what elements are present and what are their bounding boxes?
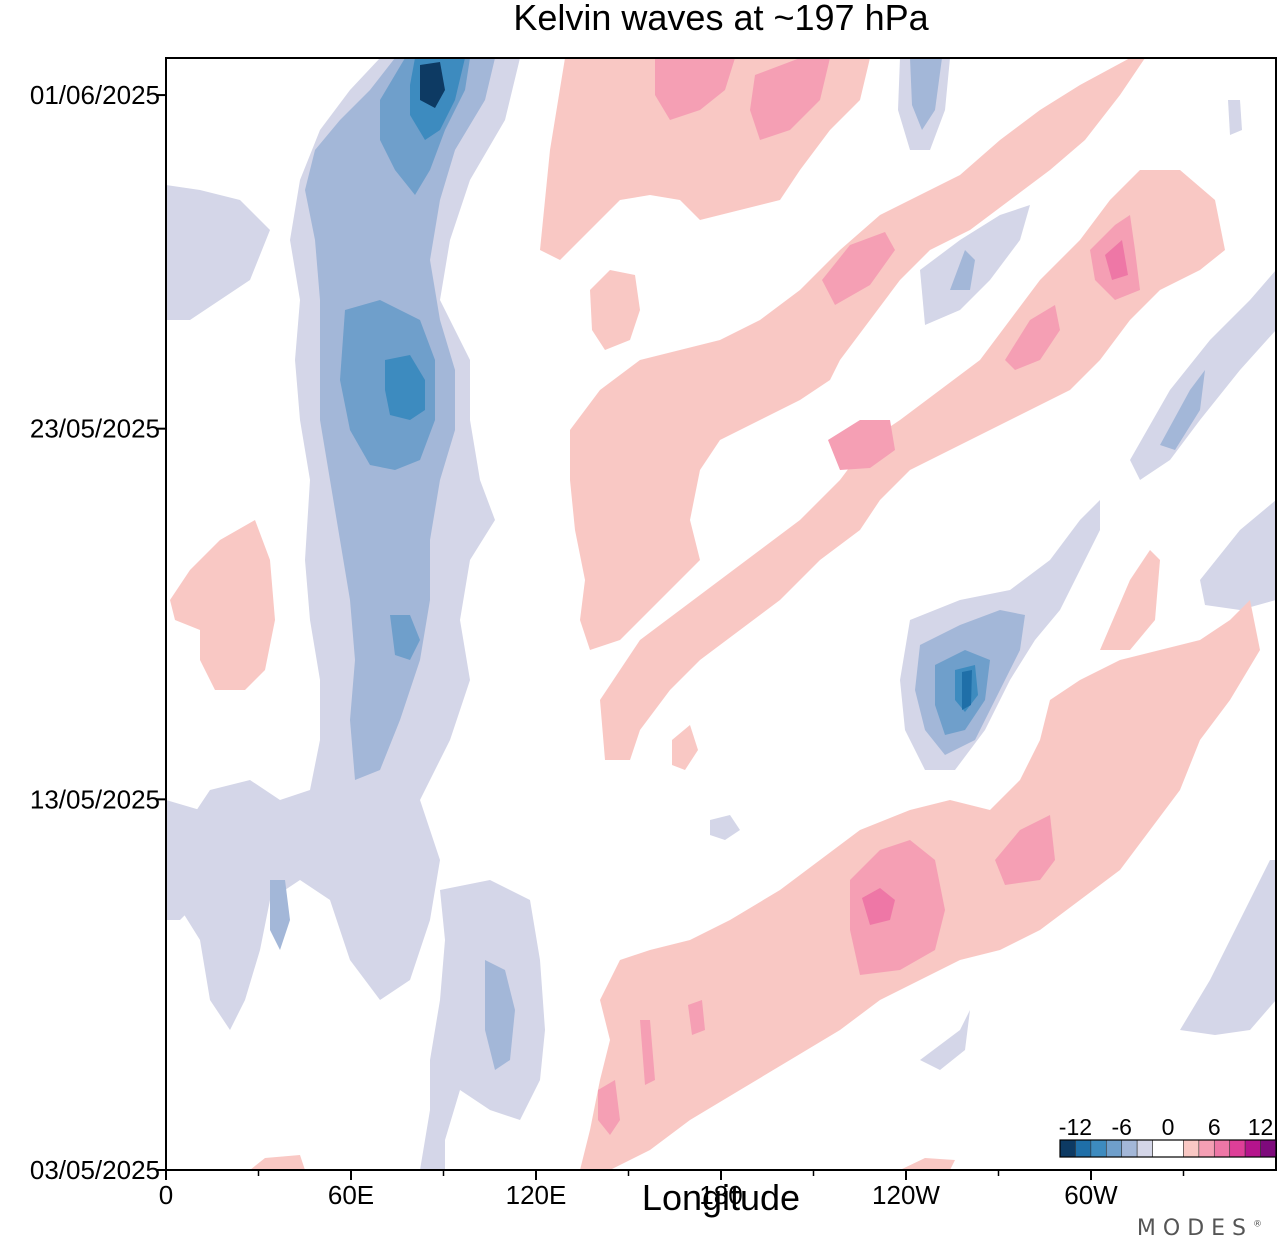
y-tick-label: 13/05/2025 (30, 784, 160, 814)
anomaly-field (166, 58, 1276, 1170)
x-tick-label: 60W (1064, 1180, 1118, 1210)
contour-neg-streak-a-mid (950, 250, 975, 290)
contour-neg-streak-a (920, 205, 1030, 325)
contour-neg-east-core (962, 670, 972, 710)
contour-pos-small-c (250, 1155, 305, 1170)
contour-neg-outer-lower (420, 880, 545, 1170)
contour-pos-band-diag2 (600, 170, 1225, 760)
colorbar-tick-label: 12 (1248, 1114, 1274, 1140)
contour-pos-band-diag1 (570, 58, 1145, 650)
contour-neg-streak-c (1200, 500, 1276, 610)
contour-neg-outer-lower2 (166, 800, 210, 920)
contour-pos-pink-lower2 (995, 815, 1055, 885)
y-tick-label: 01/06/2025 (30, 80, 160, 110)
contour-pos-deep-upper (1105, 240, 1128, 280)
colorbar-swatch (1229, 1139, 1246, 1158)
y-axis: 03/05/2025 13/05/2025 23/05/2025 01/06/2025 (30, 80, 166, 1185)
contour-pos-pink-upper2 (750, 58, 830, 140)
colorbar-swatch (1121, 1139, 1138, 1158)
contour-neg-mid-lower (485, 960, 515, 1070)
colorbar-swatch (1059, 1139, 1076, 1158)
contour-neg-outer-westedge (166, 185, 270, 320)
colorbar-tick-label: 0 (1162, 1114, 1175, 1140)
contour-pos-pink-upper (655, 58, 735, 120)
x-tick-label: 120W (872, 1180, 940, 1210)
colorbar-swatch (1213, 1139, 1231, 1158)
colorbar-swatch (1183, 1139, 1200, 1158)
colorbar-tick-label: -12 (1059, 1114, 1092, 1140)
x-tick-label: 180 (699, 1180, 742, 1210)
contour-pos-right-blob (1100, 550, 1160, 650)
colorbar-swatch (1136, 1139, 1153, 1158)
colorbar-swatch (1198, 1139, 1215, 1158)
contour-neg-streak-b-mid (1160, 370, 1205, 450)
colorbar-swatch (1075, 1139, 1092, 1158)
colorbar-swatch (1090, 1139, 1107, 1158)
colorbar-swatch (1244, 1139, 1261, 1158)
contour-neg-mid-small (270, 880, 290, 950)
contour-pos-pink-diag1b (828, 420, 895, 470)
y-tick-label: 03/05/2025 (30, 1155, 160, 1185)
contour-pos-deep-lower (862, 888, 895, 925)
contour-neg-streak-d (1180, 860, 1276, 1035)
colorbar-swatch (1105, 1139, 1123, 1158)
x-axis: 0 60E 120E 180 120W 60W (159, 1170, 1185, 1210)
contour-pos-pink-lower5 (688, 1000, 705, 1035)
contour-pos-pink-lower4 (640, 1020, 655, 1085)
colorbar-tick-label: 6 (1208, 1114, 1221, 1140)
contour-pos-small-b (672, 725, 698, 770)
colorbar: -12 -6 0 6 12 (1059, 1114, 1277, 1158)
brand-logo: MODES® (1136, 1216, 1262, 1241)
contour-pos-small-d (900, 1158, 955, 1170)
contour-neg-rightcol (1228, 100, 1242, 135)
contour-neg-blob-f (710, 815, 740, 840)
colorbar-swatch (1260, 1139, 1277, 1158)
colorbar-frame (1059, 1139, 1277, 1158)
x-tick-label: 0 (159, 1180, 173, 1210)
contour-pos-left-blob (170, 520, 275, 690)
colorbar-swatch (1152, 1139, 1184, 1158)
colorbar-tick-label: -6 (1111, 1114, 1131, 1140)
contour-neg-dark-mid (385, 355, 425, 420)
contour-neg-darkest-upper (420, 62, 445, 108)
contour-pos-pink-lower (850, 840, 945, 975)
contour-neg-blue-small (390, 615, 420, 660)
contour-pos-pink-lower3 (598, 1080, 620, 1135)
contour-pos-small-a (590, 270, 640, 350)
x-tick-label: 120E (506, 1180, 567, 1210)
chart-title: Kelvin waves at ~197 hPa (513, 0, 929, 38)
x-axis-label: Longitude (642, 1177, 800, 1218)
contour-neg-topright-mid (910, 58, 942, 130)
contour-pos-pink-diag1 (822, 232, 895, 305)
y-tick-label: 23/05/2025 (30, 414, 160, 444)
contour-neg-streak-e (920, 1010, 970, 1070)
contour-pos-pink-diag2 (1005, 305, 1060, 370)
x-tick-label: 60E (328, 1180, 374, 1210)
